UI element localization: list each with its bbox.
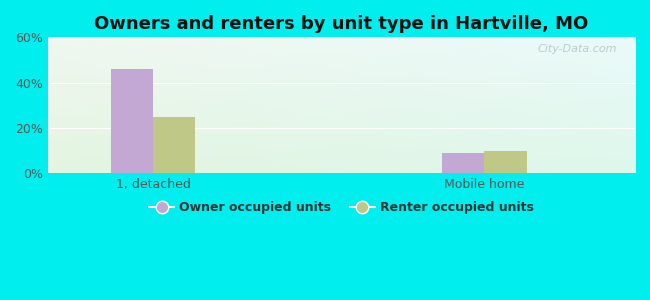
Title: Owners and renters by unit type in Hartville, MO: Owners and renters by unit type in Hartv… xyxy=(94,15,588,33)
Text: City-Data.com: City-Data.com xyxy=(538,44,617,54)
Bar xyxy=(153,117,195,173)
Bar xyxy=(442,153,484,173)
Legend: Owner occupied units, Renter occupied units: Owner occupied units, Renter occupied un… xyxy=(144,196,539,219)
Bar xyxy=(111,69,153,173)
Bar xyxy=(484,151,526,173)
